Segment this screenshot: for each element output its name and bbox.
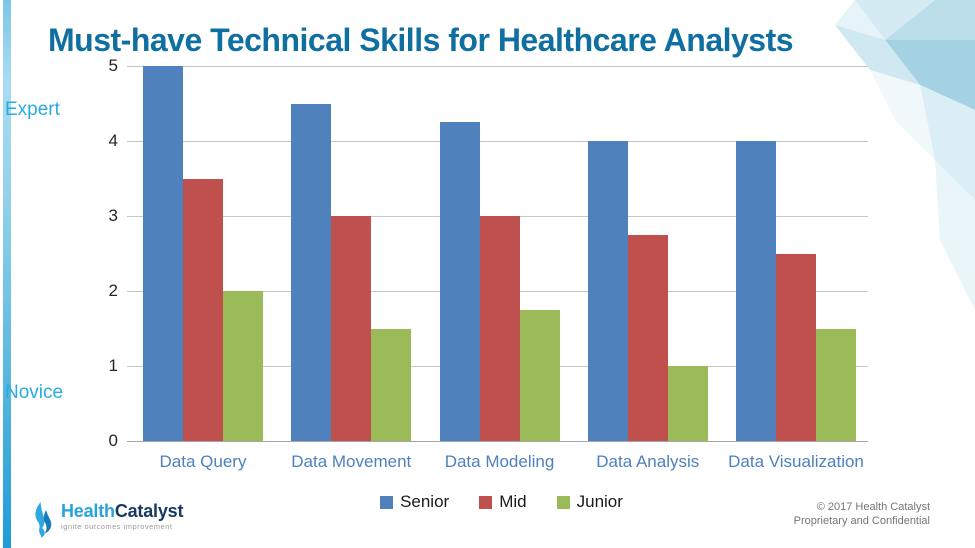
category-label-data-movement: Data Movement xyxy=(291,452,412,471)
page-title: Must-have Technical Skills for Healthcar… xyxy=(48,22,794,58)
y-tick-label-3: 3 xyxy=(108,206,118,225)
category-label-data-query: Data Query xyxy=(159,452,247,471)
legend-label-mid: Mid xyxy=(499,492,527,511)
bar-junior-data-movement xyxy=(371,328,412,441)
bar-mid-data-movement xyxy=(331,216,372,441)
bar-junior-data-modeling xyxy=(519,309,560,441)
axis-annotation-novice: Novice xyxy=(5,382,64,403)
bar-senior-data-movement xyxy=(291,103,332,441)
gridline-5 xyxy=(127,66,868,67)
flame-logo-icon xyxy=(35,502,52,538)
bar-mid-data-modeling xyxy=(479,216,520,441)
legend-swatch-senior xyxy=(380,495,394,509)
category-label-data-visualization: Data Visualization xyxy=(728,452,864,471)
left-accent-stripe xyxy=(3,0,11,548)
chart-plot-area xyxy=(127,66,868,442)
y-tick-label-2: 2 xyxy=(108,281,118,300)
legend-swatch-mid xyxy=(479,495,493,509)
bar-senior-data-visualization xyxy=(736,141,776,441)
health-catalyst-logo: HealthCatalyst ignite outcomes improveme… xyxy=(32,501,183,538)
category-label-data-analysis: Data Analysis xyxy=(596,452,700,471)
y-tick-label-5: 5 xyxy=(108,56,118,75)
legend-label-junior: Junior xyxy=(576,492,623,511)
bar-junior-data-query xyxy=(223,291,263,441)
legend-item-mid: Mid xyxy=(479,492,527,512)
y-tick-label-1: 1 xyxy=(108,356,118,375)
y-tick-label-4: 4 xyxy=(108,131,118,150)
copyright-line2: Proprietary and Confidential xyxy=(793,515,930,527)
bar-mid-data-analysis xyxy=(627,234,668,441)
legend-item-senior: Senior xyxy=(380,492,449,512)
legend-item-junior: Junior xyxy=(556,492,623,512)
y-tick-label-0: 0 xyxy=(108,431,118,450)
legend-swatch-junior xyxy=(556,495,570,509)
bar-mid-data-visualization xyxy=(776,253,816,441)
bar-senior-data-query xyxy=(143,66,183,441)
category-label-data-modeling: Data Modeling xyxy=(444,452,555,471)
legend-label-senior: Senior xyxy=(400,492,450,511)
gridline-4 xyxy=(127,141,868,142)
bar-mid-data-query xyxy=(183,178,223,441)
corner-polygon-decoration xyxy=(835,0,975,310)
logo-tagline: ignite outcomes improvement xyxy=(61,522,173,531)
bar-senior-data-modeling xyxy=(439,122,480,441)
copyright-notice: © 2017 Health Catalyst Proprietary and C… xyxy=(794,500,930,528)
copyright-line1: © 2017 Health Catalyst xyxy=(816,501,930,513)
logo-word-catalyst: Catalyst xyxy=(114,501,184,521)
axis-annotation-expert: Expert xyxy=(5,99,60,120)
bar-junior-data-visualization xyxy=(816,328,856,441)
gridline-0 xyxy=(127,441,868,442)
logo-word-health: Health xyxy=(61,501,115,521)
x-axis-category-labels: Data Query Data Movement Data Modeling Data… xyxy=(135,452,868,476)
y-axis-tick-labels: 5 4 3 2 1 0 xyxy=(0,56,118,450)
chart-legend: Senior Mid Junior xyxy=(135,492,868,512)
logo-wordmark: HealthCatalyst xyxy=(61,501,183,521)
bar-senior-data-analysis xyxy=(587,141,628,441)
bar-junior-data-analysis xyxy=(667,366,708,441)
